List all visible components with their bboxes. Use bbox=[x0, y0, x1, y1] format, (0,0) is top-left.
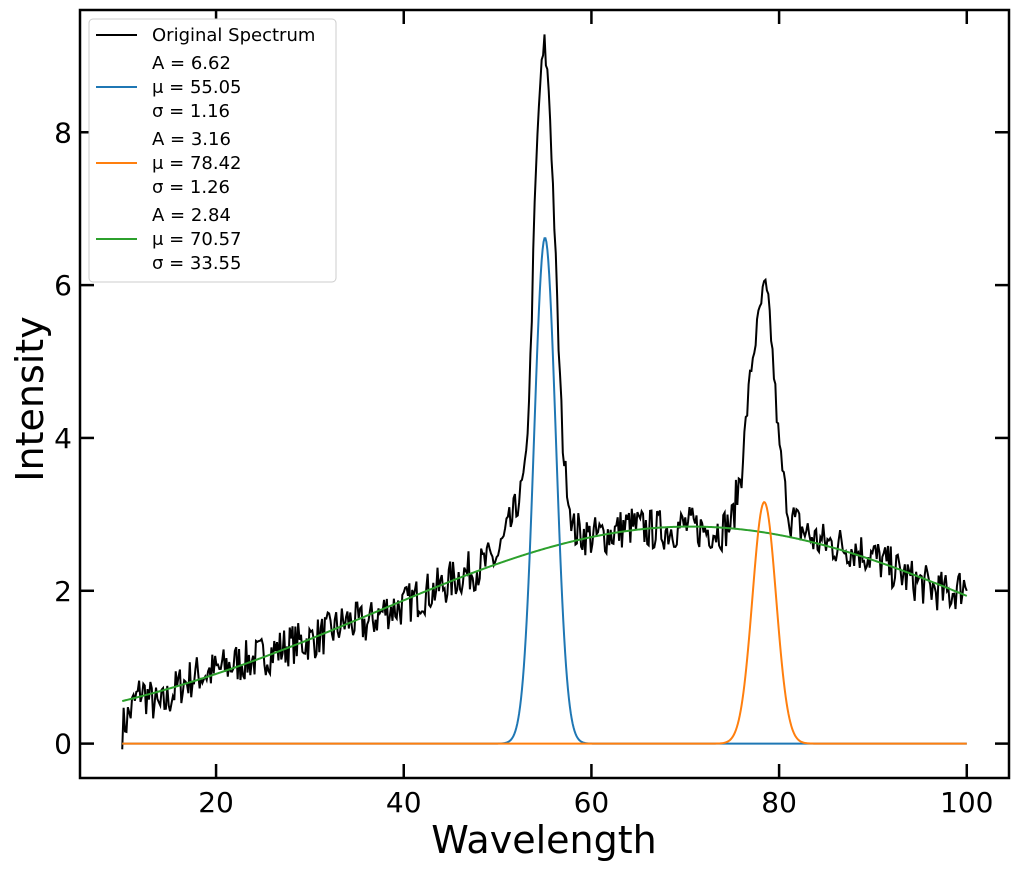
curves-layer bbox=[121, 34, 968, 750]
x-tick-label: 20 bbox=[198, 786, 234, 819]
legend-label-1: σ = 1.16 bbox=[152, 101, 230, 122]
y-tick-label: 8 bbox=[54, 116, 72, 149]
x-axis-label: Wavelength bbox=[431, 818, 656, 862]
legend-label-2: μ = 78.42 bbox=[152, 153, 242, 174]
legend-label-0: Original Spectrum bbox=[152, 25, 315, 46]
legend-box bbox=[88, 18, 337, 283]
legend-label-1: A = 6.62 bbox=[152, 53, 231, 74]
gaussian-component-line-3 bbox=[121, 525, 968, 703]
legend-label-3: A = 2.84 bbox=[152, 205, 231, 226]
y-tick-label: 6 bbox=[54, 269, 72, 302]
original-spectrum-line bbox=[121, 34, 968, 750]
ticks-layer: 20 40 60 80 100 0 2 4 6 8 bbox=[54, 10, 1009, 819]
x-tick-label: 40 bbox=[386, 786, 422, 819]
gaussian-component-line-2 bbox=[122, 500, 967, 745]
y-axis-label: Intensity bbox=[8, 316, 52, 481]
x-tick-label: 100 bbox=[940, 786, 993, 819]
y-tick-label: 2 bbox=[54, 575, 72, 608]
plot-frame bbox=[78, 8, 1011, 780]
legend-label-3: μ = 70.57 bbox=[152, 229, 242, 250]
x-tick-label: 80 bbox=[761, 786, 797, 819]
legend-label-3: σ = 33.55 bbox=[152, 253, 241, 274]
y-tick-label: 0 bbox=[54, 728, 72, 761]
legend-label-2: σ = 1.26 bbox=[152, 177, 230, 198]
x-tick-label: 60 bbox=[574, 786, 610, 819]
legend-label-1: μ = 55.05 bbox=[152, 77, 242, 98]
y-tick-label: 4 bbox=[54, 422, 72, 455]
legend-label-2: A = 3.16 bbox=[152, 129, 231, 150]
legend: Original Spectrum A = 6.62 μ = 55.05 σ = 1.… bbox=[88, 18, 337, 283]
